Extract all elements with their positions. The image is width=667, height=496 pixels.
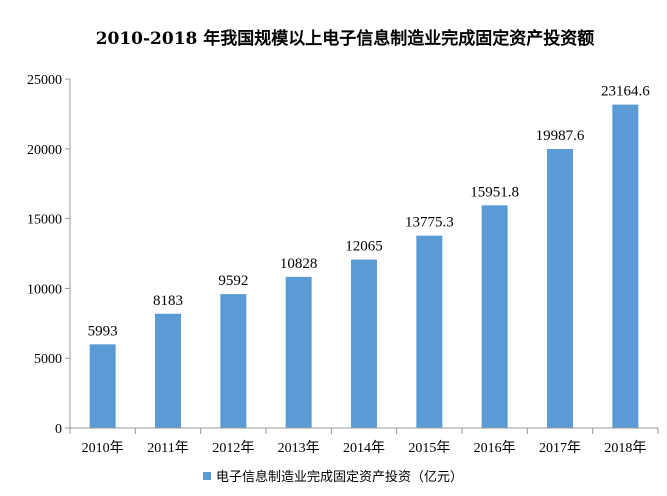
data-label: 5993 (88, 323, 118, 339)
legend-swatch (203, 472, 211, 480)
x-tick-label: 2011年 (147, 440, 188, 456)
x-tick-label: 2017年 (539, 440, 581, 456)
data-label: 23164.6 (601, 84, 650, 100)
x-tick-label: 2015年 (408, 440, 450, 456)
chart-title: 2010-2018 年我国规模以上电子信息制造业完成固定资产投资额 (96, 28, 595, 49)
bar (89, 344, 116, 428)
bar (612, 104, 639, 428)
bar (547, 148, 573, 429)
bar (285, 276, 312, 428)
bar (155, 313, 181, 428)
legend: 电子信息制造业完成固定资产投资（亿元） (203, 469, 463, 485)
y-axis: 0 5000 10000 15000 20000 25000 (27, 73, 71, 437)
data-label: 12065 (345, 239, 383, 255)
data-label: 15951.8 (470, 184, 519, 200)
data-label: 19987.6 (536, 128, 585, 144)
y-tick-label: 15000 (27, 213, 62, 228)
y-tick-label: 20000 (27, 143, 62, 158)
bar (220, 294, 247, 428)
data-label: 10828 (280, 256, 318, 272)
x-axis: 2010年 2011年 2012年 2013年 2014年 2015年 2016年 2017年… (69, 427, 659, 456)
x-tick-label: 2018年 (604, 440, 646, 456)
data-label: 9592 (218, 273, 248, 289)
x-tick-label: 2012年 (212, 440, 254, 456)
x-tick-label: 2016年 (474, 440, 516, 456)
x-tick-label: 2014年 (343, 440, 385, 456)
data-labels: 5993 8183 9592 10828 12065 13775.3 15951.8 1998… (88, 84, 651, 340)
data-label: 8183 (153, 293, 183, 309)
x-tick-label: 2010年 (82, 440, 124, 456)
x-tick-label: 2013年 (278, 440, 320, 456)
bar (416, 235, 443, 428)
bars (89, 104, 639, 429)
y-tick-label: 0 (55, 422, 62, 437)
data-label: 13775.3 (405, 215, 454, 231)
legend-label: 电子信息制造业完成固定资产投资（亿元） (216, 469, 463, 485)
bar (351, 259, 377, 428)
y-tick-label: 10000 (27, 282, 62, 297)
bar (481, 205, 508, 428)
y-tick-label: 25000 (27, 73, 62, 88)
y-tick-label: 5000 (34, 352, 62, 367)
